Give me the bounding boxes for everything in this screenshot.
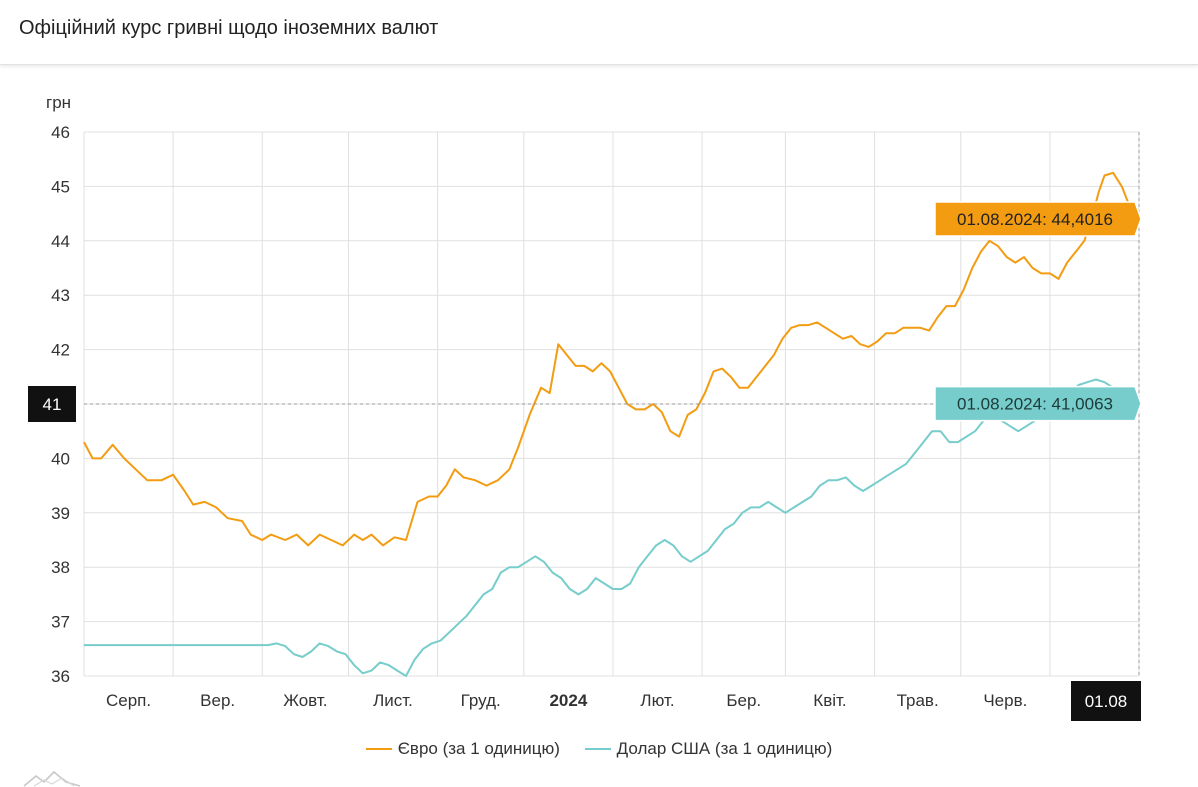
usd-series-line	[84, 378, 1140, 677]
page-header: Офіційний курс гривні щодо іноземних вал…	[0, 0, 1198, 65]
x-tick-label: Лют.	[640, 691, 674, 710]
chart-legend: Євро (за 1 одиницю) Долар США (за 1 один…	[0, 735, 1198, 763]
crosshair-value-box	[28, 386, 76, 422]
y-tick-label: 42	[51, 341, 70, 360]
legend-label-euro: Євро (за 1 одиницю)	[397, 739, 560, 758]
legend-item-usd[interactable]: Долар США (за 1 одиницю)	[584, 739, 833, 759]
y-tick-label: 39	[51, 504, 70, 523]
x-tick-label: Черв.	[983, 691, 1027, 710]
tooltip-box	[934, 201, 1142, 237]
page-title: Офіційний курс гривні щодо іноземних вал…	[19, 17, 439, 39]
euro-tooltip: 01.08.2024: 44,4016	[934, 201, 1142, 237]
x-tick-label: Квіт.	[813, 691, 846, 710]
x-end-label: 01.08	[1085, 692, 1128, 711]
x-tick-label: Трав.	[897, 691, 939, 710]
logo-icon	[23, 770, 81, 787]
y-tick-label: 37	[51, 613, 70, 632]
y-tick-label: 46	[51, 123, 70, 142]
tooltip-text: 01.08.2024: 41,0063	[957, 395, 1113, 414]
tooltip-box	[934, 385, 1142, 422]
y-tick-label: 40	[51, 449, 70, 468]
crosshair-value-label: 41	[43, 395, 62, 414]
y-tick-label: 44	[51, 232, 70, 251]
y-tick-label: 36	[51, 667, 70, 686]
x-tick-label: Бер.	[726, 691, 761, 710]
x-tick-label: 2024	[549, 691, 587, 710]
y-axis-label: грн	[46, 93, 71, 112]
tooltip-text: 01.08.2024: 44,4016	[957, 210, 1113, 229]
x-tick-label: Жовт.	[283, 691, 327, 710]
y-tick-label: 43	[51, 286, 70, 305]
x-end-box	[1071, 678, 1141, 721]
exchange-rate-chart[interactable]: 36 37 38 39 40 41 42 43 44 45 46 грн Серп. Вер. Жовт. Л…	[0, 66, 1198, 726]
x-tick-label: Лист.	[373, 691, 413, 710]
x-tick-label: Груд.	[461, 691, 501, 710]
legend-item-euro[interactable]: Євро (за 1 одиницю)	[365, 739, 560, 759]
y-tick-label: 38	[51, 558, 70, 577]
legend-swatch-euro	[365, 748, 392, 750]
y-tick-label: 45	[51, 177, 70, 196]
legend-label-usd: Долар США (за 1 одиницю)	[616, 739, 833, 758]
usd-tooltip: 01.08.2024: 41,0063	[934, 385, 1142, 422]
x-tick-label: Вер.	[200, 691, 235, 710]
euro-series-line	[83, 171, 1140, 547]
legend-swatch-usd	[584, 748, 611, 750]
x-tick-label: Серп.	[106, 691, 151, 710]
